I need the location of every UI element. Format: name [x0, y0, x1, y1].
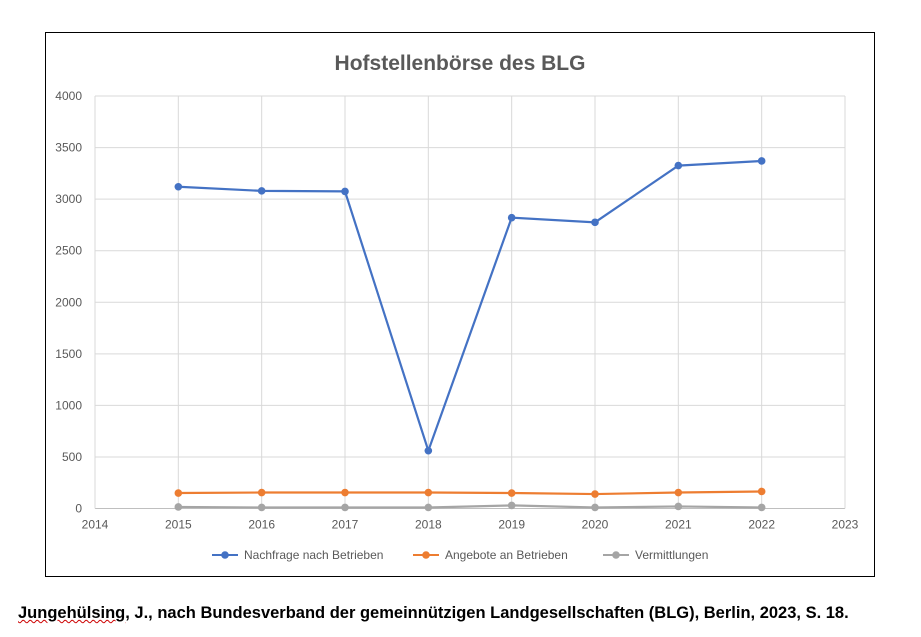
data-point — [507, 489, 516, 497]
x-tick-label: 2015 — [165, 518, 192, 532]
data-point — [674, 502, 683, 511]
y-tick-label: 4000 — [55, 89, 82, 103]
data-point — [257, 488, 266, 497]
y-tick-label: 3000 — [55, 192, 82, 206]
data-point — [424, 503, 433, 512]
legend-marker — [221, 551, 229, 559]
data-point — [757, 503, 766, 512]
series-line-0 — [178, 159, 762, 455]
data-point — [591, 218, 599, 227]
source-caption: Jungehülsing, J., nach Bundesverband der… — [18, 604, 849, 623]
x-tick-label: 2019 — [498, 518, 525, 532]
data-point — [174, 503, 183, 511]
data-point — [174, 182, 183, 191]
data-point — [257, 503, 266, 512]
y-tick-label: 0 — [75, 502, 82, 516]
data-point — [424, 488, 433, 497]
x-tick-label: 2023 — [832, 518, 859, 532]
x-tick-label: 2016 — [248, 518, 275, 532]
data-point — [674, 488, 683, 497]
x-tick-label: 2021 — [665, 518, 692, 532]
caption-text: , J., nach Bundesverband der gemeinnützi… — [125, 604, 849, 622]
series-line-2 — [178, 504, 762, 509]
x-tick-label: 2022 — [748, 518, 775, 532]
data-point — [591, 503, 599, 512]
y-tick-label: 500 — [62, 450, 82, 464]
data-point — [757, 487, 766, 496]
x-tick-label: 2018 — [415, 518, 442, 532]
legend-label: Nachfrage nach Betrieben — [244, 548, 383, 562]
y-tick-label: 1500 — [55, 347, 82, 361]
legend-marker — [612, 551, 620, 559]
data-point — [507, 213, 516, 222]
y-tick-label: 2000 — [55, 295, 82, 309]
y-tick-label: 2500 — [55, 244, 82, 258]
chart-title: Hofstellenbörse des BLG — [335, 52, 586, 75]
legend-label: Angebote an Betrieben — [445, 548, 568, 562]
y-tick-label: 1000 — [55, 398, 82, 412]
data-point — [341, 503, 349, 512]
legend-marker — [422, 551, 430, 559]
legend-label: Vermittlungen — [635, 548, 708, 562]
data-point — [424, 446, 433, 455]
caption-author: Jungehülsing — [18, 604, 126, 622]
y-tick-label: 3500 — [55, 141, 82, 155]
x-tick-label: 2017 — [332, 518, 359, 532]
data-point — [341, 187, 349, 196]
data-point — [757, 157, 766, 165]
x-tick-label: 2020 — [582, 518, 609, 532]
data-point — [674, 161, 683, 170]
data-point — [507, 501, 516, 510]
data-point — [341, 488, 349, 497]
x-tick-label: 2014 — [82, 518, 109, 532]
data-point — [591, 490, 599, 498]
data-point — [174, 489, 183, 497]
series-line-1 — [178, 490, 762, 496]
data-point — [257, 187, 266, 195]
chart-frame — [45, 32, 875, 577]
